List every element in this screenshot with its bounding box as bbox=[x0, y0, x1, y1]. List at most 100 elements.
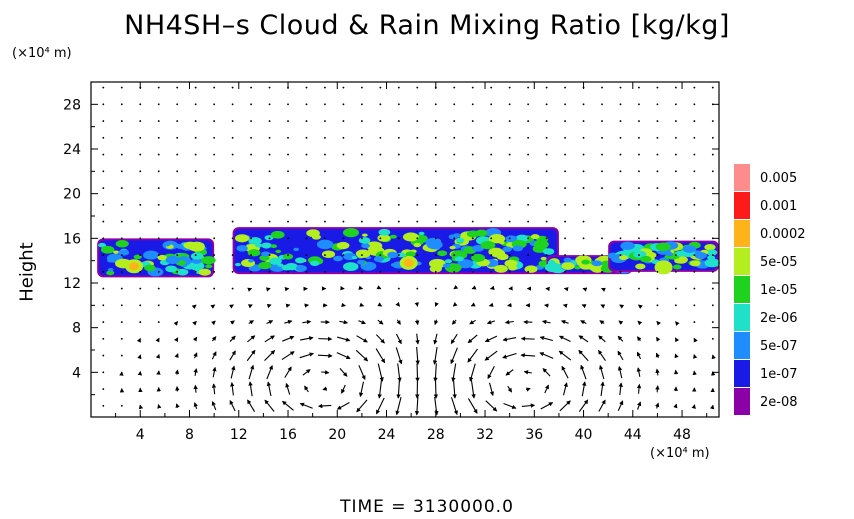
wind-vector bbox=[711, 170, 714, 173]
wind-vector bbox=[488, 302, 494, 307]
wind-vector bbox=[490, 237, 493, 240]
cloud-blob bbox=[665, 252, 673, 257]
wind-vector bbox=[376, 397, 385, 415]
wind-vector bbox=[471, 120, 474, 122]
wind-vector bbox=[485, 400, 498, 412]
wind-vector bbox=[342, 103, 345, 106]
wind-vector bbox=[508, 237, 511, 240]
cloud-peak-core bbox=[658, 263, 669, 272]
wind-vector bbox=[545, 136, 548, 139]
wind-vector bbox=[324, 254, 326, 256]
wind-vector bbox=[416, 153, 419, 156]
wind-vector bbox=[324, 103, 326, 106]
wind-vector bbox=[361, 203, 363, 206]
wind-vector bbox=[268, 86, 271, 89]
wind-vector bbox=[302, 369, 311, 376]
cloud-blob bbox=[176, 268, 189, 276]
wind-vector bbox=[433, 363, 438, 383]
wind-vector bbox=[342, 136, 345, 139]
wind-vector bbox=[416, 120, 419, 122]
cloud-segment bbox=[97, 238, 216, 278]
wind-vector bbox=[450, 397, 458, 416]
wind-vector bbox=[601, 86, 603, 89]
wind-vector bbox=[434, 153, 437, 156]
legend-label: 0.001 bbox=[760, 199, 798, 214]
wind-vector bbox=[544, 384, 549, 394]
y-tick-label: 4 bbox=[72, 365, 81, 381]
wind-vector bbox=[467, 398, 478, 414]
wind-vector bbox=[527, 187, 530, 189]
wind-vector bbox=[157, 237, 160, 240]
wind-vector bbox=[470, 302, 476, 307]
wind-vector bbox=[102, 170, 105, 173]
wind-vector bbox=[520, 353, 536, 358]
cloud-blob bbox=[530, 234, 540, 240]
cloud-blob bbox=[113, 250, 120, 254]
wind-vector bbox=[213, 237, 216, 240]
cloud-blob bbox=[183, 241, 197, 250]
wind-vector bbox=[415, 363, 420, 383]
wind-vector bbox=[194, 287, 197, 290]
wind-vector bbox=[434, 136, 437, 139]
wind-vector bbox=[139, 170, 142, 173]
wind-vector bbox=[542, 368, 551, 377]
wind-vector bbox=[230, 365, 236, 379]
legend-item: 0.0002 bbox=[734, 220, 854, 247]
wind-vector bbox=[324, 120, 326, 122]
wind-vector bbox=[211, 383, 217, 395]
wind-vector bbox=[397, 254, 400, 256]
cloud-blob bbox=[620, 241, 635, 250]
wind-vector bbox=[527, 254, 530, 256]
wind-vector bbox=[601, 187, 603, 189]
wind-vector bbox=[299, 352, 314, 359]
wind-vector bbox=[638, 220, 640, 223]
wind-vector bbox=[636, 351, 642, 360]
wind-vector bbox=[361, 120, 363, 122]
wind-vector bbox=[578, 399, 589, 412]
wind-vector bbox=[520, 336, 535, 341]
wind-vector bbox=[655, 368, 660, 376]
wind-vector bbox=[231, 136, 234, 139]
wind-vector bbox=[656, 254, 659, 256]
wind-vector bbox=[656, 220, 659, 223]
cloud-blob bbox=[188, 261, 205, 271]
wind-vector bbox=[102, 187, 105, 189]
wind-vector bbox=[250, 237, 252, 240]
wind-vector bbox=[656, 170, 659, 173]
wind-vector bbox=[434, 319, 439, 326]
wind-vector bbox=[229, 350, 236, 361]
cloud-blob bbox=[397, 252, 406, 258]
wind-vector bbox=[508, 187, 511, 189]
wind-vector bbox=[453, 187, 456, 189]
legend-swatch bbox=[734, 192, 750, 219]
wind-vector bbox=[673, 369, 679, 375]
wind-vector bbox=[342, 220, 345, 223]
wind-vector bbox=[578, 349, 589, 362]
wind-vector bbox=[416, 203, 419, 206]
wind-vector bbox=[711, 120, 714, 122]
wind-vector bbox=[337, 336, 351, 342]
wind-vector bbox=[599, 364, 605, 380]
wind-vector bbox=[564, 254, 566, 256]
wind-vector bbox=[619, 187, 622, 189]
wind-vector bbox=[545, 86, 548, 89]
wind-vector bbox=[601, 203, 603, 206]
wind-vector bbox=[434, 301, 439, 307]
wind-vector bbox=[636, 367, 641, 377]
wind-vector bbox=[102, 120, 105, 122]
wind-vector bbox=[453, 203, 456, 206]
cloud-blob bbox=[270, 244, 278, 249]
wind-vector bbox=[174, 353, 179, 359]
wind-vector bbox=[120, 103, 123, 106]
wind-vector bbox=[490, 86, 493, 89]
wind-vector bbox=[324, 86, 326, 89]
wind-vector bbox=[508, 136, 511, 139]
wind-vector bbox=[120, 337, 123, 340]
wind-vector bbox=[619, 86, 622, 89]
y-tick-label: 24 bbox=[63, 142, 81, 158]
wind-vector bbox=[157, 304, 160, 307]
wind-vector bbox=[601, 254, 603, 256]
cloud-blob bbox=[205, 264, 213, 269]
wind-vector bbox=[248, 381, 253, 397]
wind-vector bbox=[525, 387, 531, 392]
